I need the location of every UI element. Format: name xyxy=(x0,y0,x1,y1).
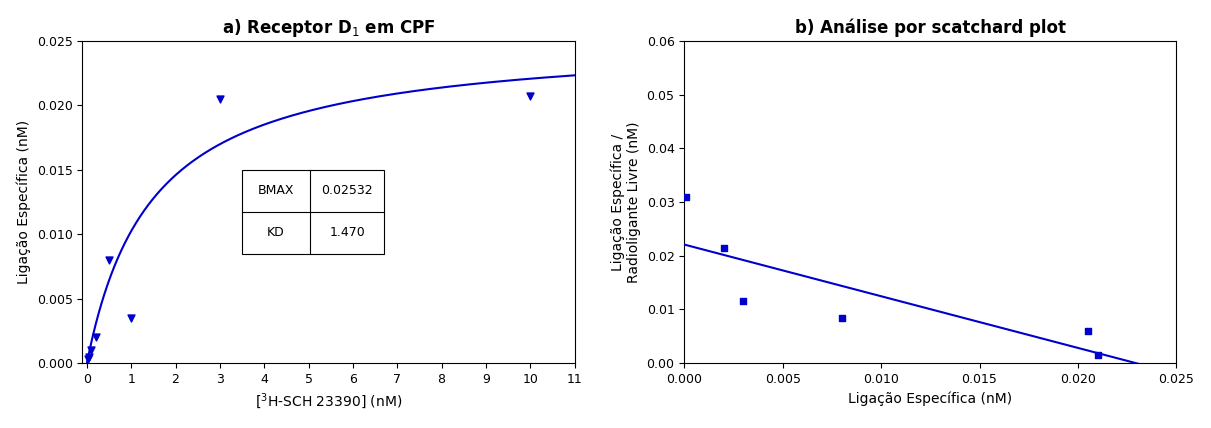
Point xyxy=(99,257,119,264)
Point xyxy=(521,93,540,100)
Point xyxy=(1078,327,1097,334)
Text: 0.02532: 0.02532 xyxy=(321,184,373,197)
Point xyxy=(81,347,101,354)
Point xyxy=(677,193,696,200)
Point xyxy=(734,298,753,305)
Point xyxy=(1087,352,1107,359)
Text: KD: KD xyxy=(268,226,285,239)
Point xyxy=(714,244,734,251)
Text: 1.470: 1.470 xyxy=(329,226,365,239)
X-axis label: [$^3$H-SCH 23390] (nM): [$^3$H-SCH 23390] (nM) xyxy=(254,392,402,411)
Text: BMAX: BMAX xyxy=(258,184,294,197)
Point xyxy=(86,334,105,341)
X-axis label: Ligação Específica (nM): Ligação Específica (nM) xyxy=(848,392,1012,406)
Title: a) Receptor D$_1$ em CPF: a) Receptor D$_1$ em CPF xyxy=(222,17,435,39)
Point xyxy=(832,314,851,321)
Point xyxy=(211,95,230,102)
Y-axis label: Ligação Específica /
Radioligante Livre (nM): Ligação Específica / Radioligante Livre … xyxy=(610,121,641,283)
Bar xyxy=(242,170,384,254)
Point xyxy=(80,353,99,360)
Title: b) Análise por scatchard plot: b) Análise por scatchard plot xyxy=(794,18,1066,37)
Point xyxy=(78,356,97,363)
Y-axis label: Ligação Específica (nM): Ligação Específica (nM) xyxy=(17,120,31,284)
Point xyxy=(121,315,140,321)
